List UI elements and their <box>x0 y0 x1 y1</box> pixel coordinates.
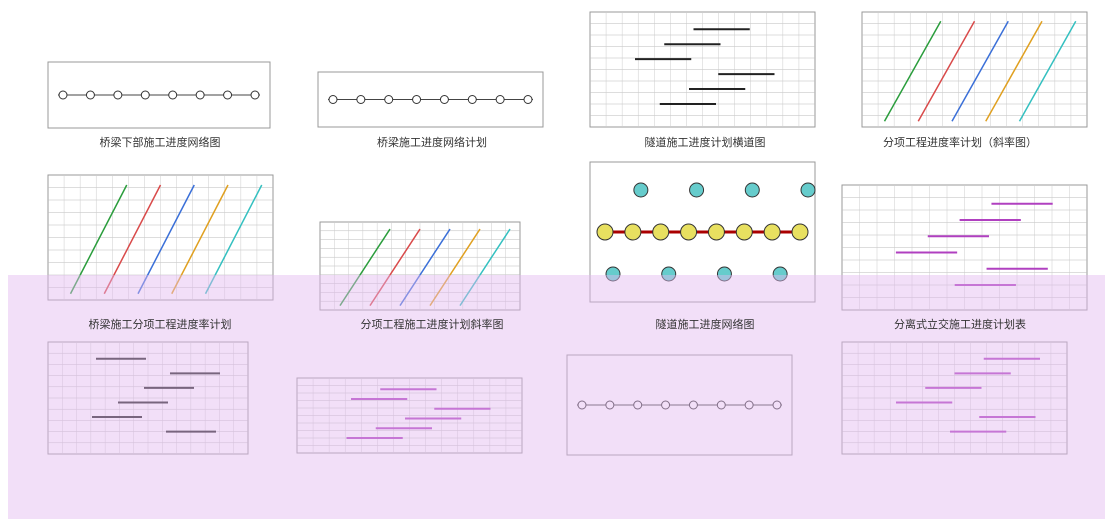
thumb-node <box>596 223 614 241</box>
thumb-slope <box>137 184 195 295</box>
thumb-node <box>661 400 671 410</box>
thumb-node <box>680 223 698 241</box>
thumb-node <box>495 95 505 104</box>
thumbnail[interactable] <box>841 341 1068 455</box>
thumbnail[interactable] <box>317 71 544 128</box>
thumb-node <box>384 95 394 104</box>
thumbnail[interactable] <box>566 354 793 456</box>
caption: 隧道施工进度网络图 <box>656 317 755 331</box>
thumb-slope <box>429 228 481 307</box>
thumbnail[interactable] <box>841 184 1088 311</box>
thumb-slope <box>459 228 511 307</box>
thumb-node <box>328 95 338 104</box>
thumb-node <box>605 266 621 282</box>
thumb-node <box>577 400 587 410</box>
thumb-node <box>791 223 809 241</box>
thumb-node <box>523 95 533 104</box>
thumb-slope <box>985 20 1043 122</box>
thumb-node <box>356 95 366 104</box>
thumb-node <box>661 266 677 282</box>
thumb-node <box>772 266 788 282</box>
thumb-node <box>772 400 782 410</box>
thumbnail[interactable] <box>47 341 249 455</box>
thumb-node <box>605 400 615 410</box>
thumb-slope <box>951 20 1009 122</box>
thumb-node <box>689 182 705 198</box>
caption: 隧道施工进度计划横道图 <box>645 135 766 149</box>
thumbnail[interactable] <box>589 161 816 303</box>
thumb-node <box>140 90 150 100</box>
thumb-node <box>223 90 233 100</box>
thumbnail[interactable] <box>589 11 816 128</box>
thumb-slope <box>369 228 421 307</box>
thumb-slope <box>204 184 263 295</box>
thumb-node <box>624 223 642 241</box>
thumb-slope <box>171 184 229 295</box>
thumb-node <box>688 400 698 410</box>
thumbnail[interactable] <box>47 61 271 129</box>
caption: 桥梁施工分项工程进度率计划 <box>89 317 232 331</box>
caption: 分项工程进度率计划（斜率图） <box>883 135 1037 149</box>
caption: 分离式立交施工进度计划表 <box>894 317 1026 331</box>
thumb-node <box>412 95 422 104</box>
thumb-node <box>467 95 477 104</box>
thumb-slope <box>917 20 976 122</box>
thumb-slope <box>103 184 162 295</box>
thumb-node <box>168 90 178 100</box>
thumb-node <box>707 223 725 241</box>
caption: 分项工程施工进度计划斜率图 <box>361 317 504 331</box>
thumb-node <box>633 182 649 198</box>
thumb-node <box>744 182 760 198</box>
thumbnail[interactable] <box>319 221 521 311</box>
thumb-node <box>250 90 260 100</box>
thumb-node <box>744 400 754 410</box>
thumb-node <box>735 223 753 241</box>
thumb-node <box>716 266 732 282</box>
thumb-slope <box>339 228 391 307</box>
thumb-slope <box>399 228 451 307</box>
thumbnail[interactable] <box>861 11 1088 128</box>
thumb-node <box>439 95 449 104</box>
thumb-node <box>195 90 205 100</box>
caption: 桥梁下部施工进度网络图 <box>100 135 221 149</box>
thumb-node <box>652 223 670 241</box>
thumb-node <box>716 400 726 410</box>
thumb-node <box>85 90 95 100</box>
thumb-slope <box>1018 20 1077 122</box>
glitch-overlay <box>8 275 1105 519</box>
thumbnail[interactable] <box>296 377 523 454</box>
thumb-node <box>763 223 781 241</box>
thumb-node <box>633 400 643 410</box>
thumb-node <box>58 90 68 100</box>
thumb-slope <box>883 20 942 122</box>
thumb-slope <box>69 184 128 295</box>
thumbnail[interactable] <box>47 174 274 301</box>
thumb-node <box>113 90 123 100</box>
caption: 桥梁施工进度网络计划 <box>377 135 487 149</box>
thumb-node <box>800 182 816 198</box>
